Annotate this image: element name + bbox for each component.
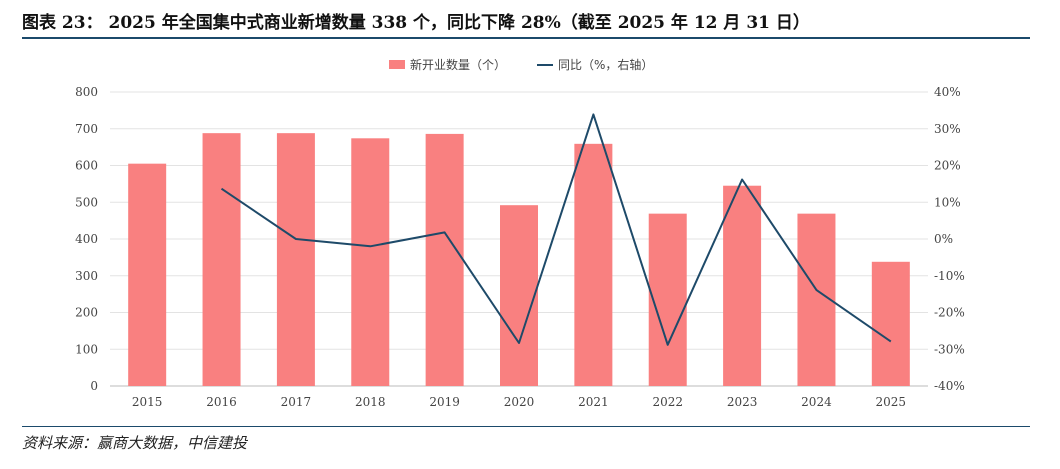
right-tick-label: 10% — [934, 195, 961, 209]
x-tick-label: 2019 — [429, 395, 460, 409]
right-axis-ticks: -40% -30% -20% -10% 0% 10% 20% 30% 40% — [934, 85, 965, 393]
x-tick-label: 2020 — [504, 395, 535, 409]
left-tick-label: 200 — [75, 306, 98, 320]
left-tick-label: 700 — [75, 122, 98, 136]
bar-series — [128, 133, 910, 386]
right-tick-label: -10% — [934, 269, 965, 283]
bar — [276, 133, 315, 386]
right-tick-label: -20% — [934, 306, 965, 320]
x-tick-label: 2022 — [652, 395, 683, 409]
figure-title: 图表 23： 2025 年全国集中式商业新增数量 338 个，同比下降 28%（… — [22, 13, 810, 33]
left-axis-ticks: 0 100 200 300 400 500 600 700 800 — [75, 85, 98, 393]
bar — [871, 261, 910, 386]
right-tick-label: -30% — [934, 342, 965, 356]
x-axis-ticks: 2015 2016 2017 2018 2019 2020 2021 2022 2023 2024… — [132, 395, 906, 409]
left-tick-label: 600 — [75, 159, 98, 173]
right-tick-label: -40% — [934, 379, 965, 393]
bar — [500, 205, 538, 386]
legend: 新开业数量（个） 同比（%，右轴） — [389, 57, 653, 72]
right-tick-label: 20% — [934, 159, 961, 173]
bar — [723, 185, 762, 386]
bar — [202, 133, 241, 386]
yoy-line — [220, 113, 892, 346]
bar — [574, 143, 613, 386]
right-tick-label: 0% — [934, 232, 953, 246]
x-tick-label: 2017 — [281, 395, 312, 409]
x-tick-label: 2025 — [876, 395, 907, 409]
bar — [648, 213, 687, 386]
bottom-rule — [22, 426, 1030, 427]
x-tick-label: 2018 — [355, 395, 386, 409]
left-tick-label: 0 — [90, 379, 98, 393]
line-series — [220, 113, 892, 346]
left-tick-label: 400 — [75, 232, 98, 246]
bar — [351, 138, 390, 386]
source-note: 资料来源：赢商大数据，中信建投 — [22, 434, 248, 452]
legend-bar-label: 新开业数量（个） — [410, 57, 506, 72]
x-tick-label: 2016 — [206, 395, 237, 409]
x-tick-label: 2024 — [801, 395, 832, 409]
x-tick-label: 2015 — [132, 395, 163, 409]
right-tick-label: 40% — [934, 85, 961, 99]
x-tick-label: 2023 — [727, 395, 758, 409]
left-tick-label: 800 — [75, 85, 98, 99]
top-rule — [22, 37, 1030, 39]
bar — [425, 133, 464, 386]
legend-bar-swatch — [389, 60, 405, 69]
x-tick-label: 2021 — [578, 395, 609, 409]
bar — [128, 163, 167, 386]
left-tick-label: 100 — [75, 342, 98, 356]
legend-line-label: 同比（%，右轴） — [558, 57, 653, 72]
right-tick-label: 30% — [934, 122, 961, 136]
left-tick-label: 500 — [75, 195, 98, 209]
left-tick-label: 300 — [75, 269, 98, 283]
